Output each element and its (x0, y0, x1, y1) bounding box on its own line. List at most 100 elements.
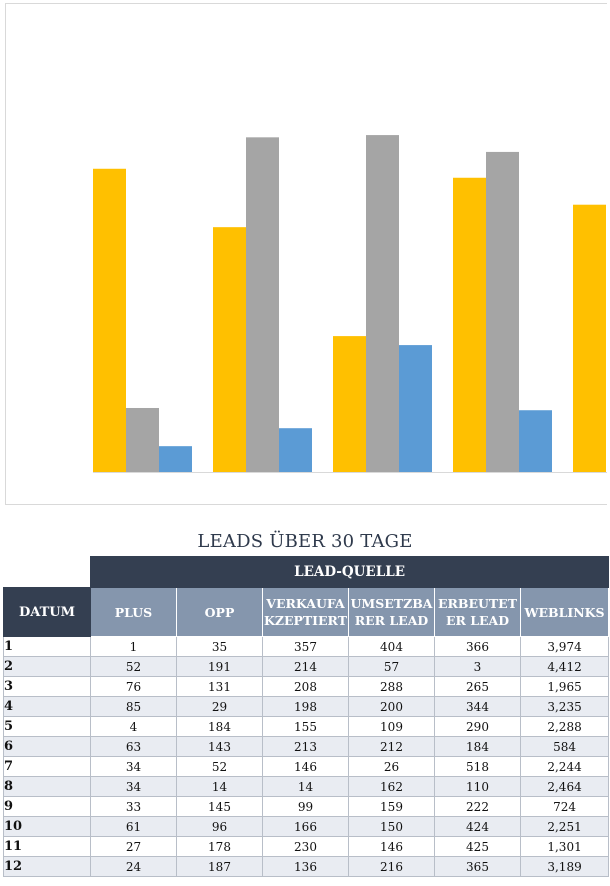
table-cell: 4,412 (519, 656, 610, 677)
bar-series3-group1 (159, 446, 192, 472)
cell-datum: 4 (3, 696, 91, 717)
table-cell: 155 (262, 716, 349, 737)
table-cell: 425 (434, 836, 521, 857)
bar-series2-group4 (486, 151, 519, 472)
table-row: 2 52 191 214 57 3 4,412 (3, 656, 610, 677)
table-row: 11 27 178 230 146 425 1,301 (3, 836, 610, 857)
bar-series3-group4 (519, 410, 552, 472)
table-corner (3, 556, 91, 588)
table-cell: 357 (262, 636, 349, 657)
table-cell: 57 (348, 656, 435, 677)
table-cell: 34 (90, 756, 177, 777)
table-cell: 184 (434, 736, 521, 757)
table-cell: 63 (90, 736, 177, 757)
cell-datum: 6 (3, 736, 91, 757)
table-cell: 213 (262, 736, 349, 757)
column-header-opp: OPP (176, 587, 263, 637)
table-cell: 198 (262, 696, 349, 717)
bar-series1-group4 (453, 177, 486, 472)
table-cell: 29 (176, 696, 263, 717)
table-cell: 288 (348, 676, 435, 697)
table-cell: 136 (262, 856, 349, 877)
table-cell: 424 (434, 816, 521, 837)
table-cell: 3 (434, 656, 521, 677)
table-cell: 26 (348, 756, 435, 777)
group-header: LEAD-QUELLE (89, 556, 610, 588)
cell-datum: 1 (3, 636, 91, 657)
table-cell: 518 (434, 756, 521, 777)
table-cell: 61 (90, 816, 177, 837)
table-cell: 143 (176, 736, 263, 757)
table-row: 1 1 35 357 404 366 3,974 (3, 636, 610, 657)
bar-series1-group1 (93, 168, 126, 472)
table-cell: 366 (434, 636, 521, 657)
table-cell: 178 (176, 836, 263, 857)
table-cell: 216 (348, 856, 435, 877)
table-cell: 145 (176, 796, 263, 817)
table-cell: 1,301 (519, 836, 610, 857)
table-row: 10 61 96 166 150 424 2,251 (3, 816, 610, 837)
table-body: 1 1 35 357 404 366 3,974 2 52 191 214 57 3 4,412 3 76 13… (3, 636, 610, 877)
table-cell: 146 (262, 756, 349, 777)
table-cell: 230 (262, 836, 349, 857)
table-cell: 3,974 (519, 636, 610, 657)
cell-datum: 8 (3, 776, 91, 797)
table-cell: 159 (348, 796, 435, 817)
table-cell: 85 (90, 696, 177, 717)
column-header-umsetzbarer-lead: UMSETZBARER LEAD (348, 587, 435, 637)
cell-datum: 7 (3, 756, 91, 777)
table-cell: 3,189 (519, 856, 610, 877)
table-cell: 35 (176, 636, 263, 657)
table-cell: 33 (90, 796, 177, 817)
table-cell: 1,965 (519, 676, 610, 697)
table-cell: 52 (90, 656, 177, 677)
cell-datum: 5 (3, 716, 91, 737)
table-cell: 166 (262, 816, 349, 837)
table-cell: 200 (348, 696, 435, 717)
table-cell: 2,464 (519, 776, 610, 797)
cell-datum: 12 (3, 856, 91, 877)
table-row: 7 34 52 146 26 518 2,244 (3, 756, 610, 777)
table-cell: 214 (262, 656, 349, 677)
table-row: 9 33 145 99 159 222 724 (3, 796, 610, 817)
table-cell: 27 (90, 836, 177, 857)
table-cell: 99 (262, 796, 349, 817)
column-header-weblinks: WEBLINKS (519, 587, 610, 637)
column-header-plus: PLUS (90, 587, 177, 637)
table-cell: 404 (348, 636, 435, 657)
table-row: 12 24 187 136 216 365 3,189 (3, 856, 610, 877)
table-cell: 212 (348, 736, 435, 757)
bar-series1-group5 (573, 204, 606, 472)
bar-series1-group2 (213, 227, 246, 472)
table-row: 3 76 131 208 288 265 1,965 (3, 676, 610, 697)
report-title: LEADS ÜBER 30 TAGE (197, 531, 413, 552)
table-cell: 76 (90, 676, 177, 697)
table-cell: 2,251 (519, 816, 610, 837)
table-cell: 365 (434, 856, 521, 877)
table-cell: 2,244 (519, 756, 610, 777)
table-cell: 131 (176, 676, 263, 697)
cell-datum: 3 (3, 676, 91, 697)
bar-series3-group3 (399, 345, 432, 472)
table-cell: 3,235 (519, 696, 610, 717)
table-cell: 2,288 (519, 716, 610, 737)
table-cell: 184 (176, 716, 263, 737)
table-cell: 150 (348, 816, 435, 837)
table-row: 6 63 143 213 212 184 584 (3, 736, 610, 757)
bar-series2-group1 (126, 407, 159, 472)
table-cell: 222 (434, 796, 521, 817)
table-cell: 110 (434, 776, 521, 797)
table-cell: 344 (434, 696, 521, 717)
table-cell: 96 (176, 816, 263, 837)
bar-chart (5, 3, 607, 505)
table-cell: 584 (519, 736, 610, 757)
cell-datum: 11 (3, 836, 91, 857)
cell-datum: 9 (3, 796, 91, 817)
bar-chart-canvas (93, 135, 607, 473)
table-cell: 290 (434, 716, 521, 737)
leads-table: LEAD-QUELLE DATUM PLUS OPP VERKAUFAKZEPT… (3, 556, 610, 877)
table-cell: 24 (90, 856, 177, 877)
table-cell: 187 (176, 856, 263, 877)
column-header-erbeuteter-lead: ERBEUTETER LEAD (434, 587, 521, 637)
table-row: 4 85 29 198 200 344 3,235 (3, 696, 610, 717)
